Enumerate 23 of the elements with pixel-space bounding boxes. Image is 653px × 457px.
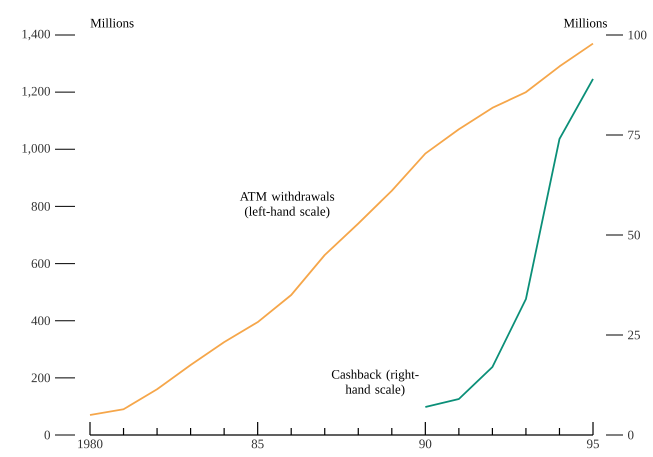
series-label: ATM withdrawals (left-hand scale) xyxy=(240,192,334,218)
y2-axis-title: Millions xyxy=(564,18,607,28)
y-tick-label: 800 xyxy=(32,202,50,211)
y-tick-label: 1,000 xyxy=(22,144,50,155)
y2-tick-label: 75 xyxy=(628,130,640,140)
x-tick-label: 85 xyxy=(252,440,264,448)
line-series xyxy=(424,78,594,408)
y2-tick-label: 25 xyxy=(628,330,640,340)
y-tick-label: 400 xyxy=(31,316,50,326)
x-tick-label: 95 xyxy=(586,440,599,448)
y-tick-label: 200 xyxy=(32,373,50,382)
y-tick-label: 0 xyxy=(44,430,50,440)
x-tick-label: 90 xyxy=(419,440,432,448)
x-tick-label: 1980 xyxy=(78,440,102,448)
series-label: Cashback (right-hand scale) xyxy=(332,370,419,396)
y-axis-title: Millions xyxy=(90,18,134,28)
y-tick-label: 1,200 xyxy=(22,86,50,98)
y2-tick-label: 0 xyxy=(628,430,634,440)
y-tick-label: 1,400 xyxy=(22,30,50,40)
y-tick-label: 600 xyxy=(32,259,50,268)
y2-tick-label: 100 xyxy=(628,30,646,40)
line-series xyxy=(89,42,594,416)
y2-tick-label: 50 xyxy=(628,230,640,240)
